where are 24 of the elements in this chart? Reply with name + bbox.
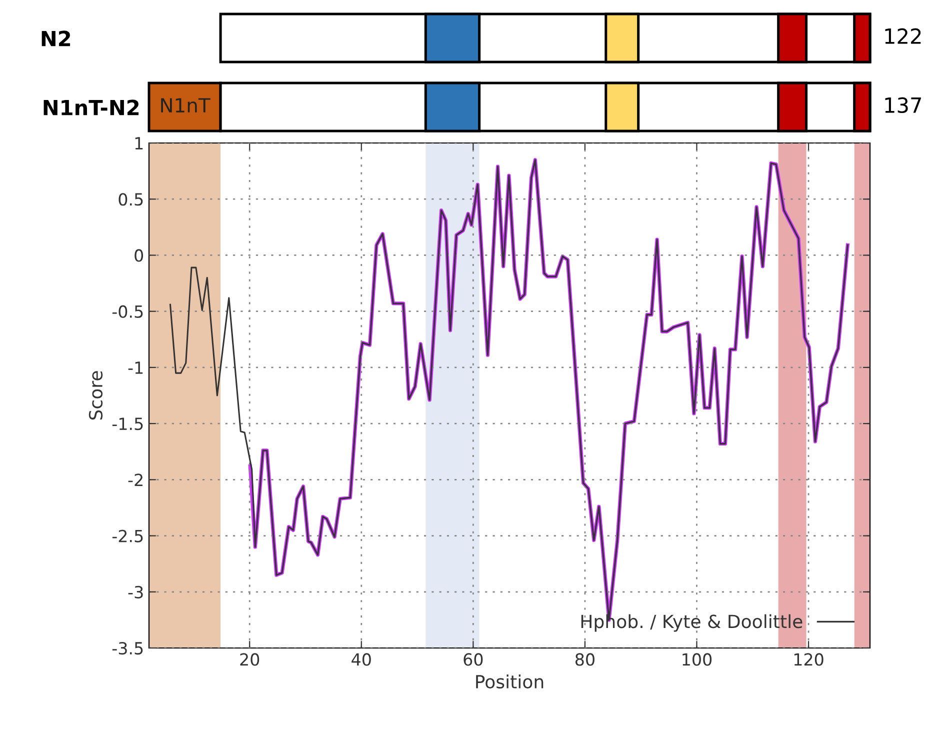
x-tick-label: 60 <box>464 653 483 666</box>
y-axis-title: Score <box>88 371 103 420</box>
x-axis-title: Position <box>476 674 544 689</box>
legend-label: Hphob. / Kyte & Doolittle <box>581 614 802 632</box>
x-tick-label: 20 <box>240 653 260 666</box>
x-tick-label: 120 <box>794 653 824 666</box>
y-tick-label: -3 <box>128 586 143 598</box>
y-tick-label: 1 <box>135 137 143 150</box>
y-tick-label: -2.5 <box>112 530 143 542</box>
y-tick-label: 0 <box>134 249 144 262</box>
text: N2 <box>42 30 70 46</box>
text: 122 <box>885 28 921 44</box>
y-tick-label: -1 <box>128 362 143 374</box>
text: N1nT <box>161 98 210 112</box>
y-tick-label: 0.5 <box>118 193 143 206</box>
y-tick-label: -0.5 <box>112 305 143 318</box>
x-tick-label: 80 <box>575 653 594 666</box>
y-tick-label: -1.5 <box>112 418 143 430</box>
y-tick-label: -2 <box>128 474 142 486</box>
y-tick-label: -3.5 <box>112 642 143 655</box>
text: N1nT-N2 <box>44 100 139 116</box>
text: 137 <box>885 97 921 114</box>
x-tick-label: 40 <box>352 653 371 666</box>
x-tick-label: 100 <box>682 653 712 666</box>
